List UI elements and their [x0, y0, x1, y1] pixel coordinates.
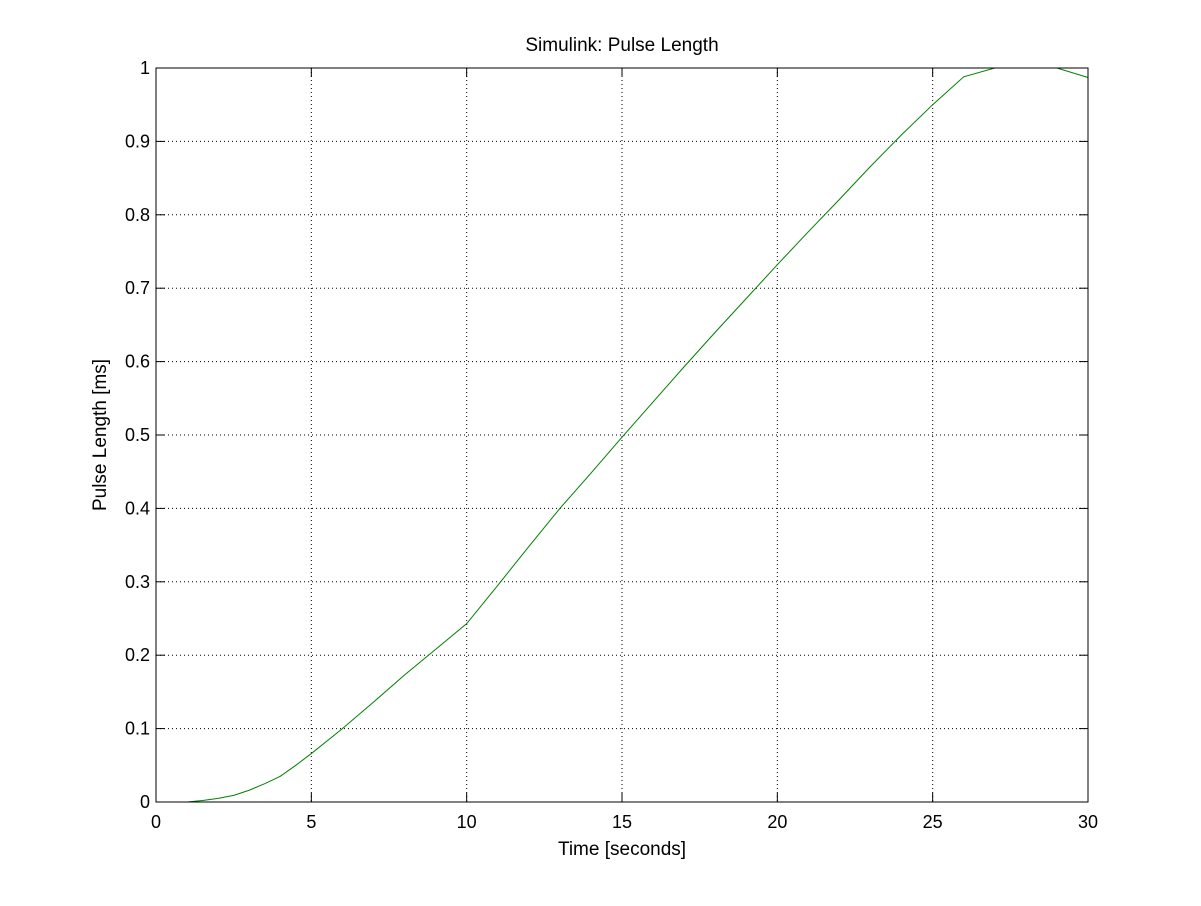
x-tick-label: 15 — [612, 812, 632, 832]
series-line — [187, 67, 1089, 803]
y-tick-label: 0 — [140, 792, 150, 812]
chart-title: Simulink: Pulse Length — [525, 35, 718, 56]
y-axis-title: Pulse Length [ms] — [90, 359, 111, 511]
y-tick-label: 0.8 — [125, 205, 150, 225]
x-axis-title: Time [seconds] — [558, 839, 686, 860]
x-tick-labels: 0 5 10 15 20 25 30 — [151, 812, 1098, 832]
series-layer — [187, 67, 1089, 803]
y-tick-label: 0.7 — [125, 278, 150, 298]
y-tick-label: 0.6 — [125, 352, 150, 372]
x-tick-label: 10 — [457, 812, 477, 832]
x-tick-label: 30 — [1078, 812, 1098, 832]
y-tick-label: 0.1 — [125, 719, 150, 739]
y-tick-label: 0.2 — [125, 645, 150, 665]
y-tick-label: 0.4 — [125, 498, 150, 518]
y-tick-label: 1 — [140, 58, 150, 78]
tick-marks — [155, 67, 1089, 803]
y-tick-label: 0.3 — [125, 572, 150, 592]
x-tick-label: 25 — [923, 812, 943, 832]
grid-lines — [156, 68, 1088, 802]
y-tick-label: 0.9 — [125, 131, 150, 151]
x-tick-label: 0 — [151, 812, 161, 832]
y-tick-label: 0.5 — [125, 425, 150, 445]
y-tick-labels: 0 0.1 0.2 0.3 0.4 0.5 0.6 0.7 0.8 0.9 1 — [125, 58, 150, 812]
x-tick-label: 20 — [767, 812, 787, 832]
x-tick-label: 5 — [306, 812, 316, 832]
